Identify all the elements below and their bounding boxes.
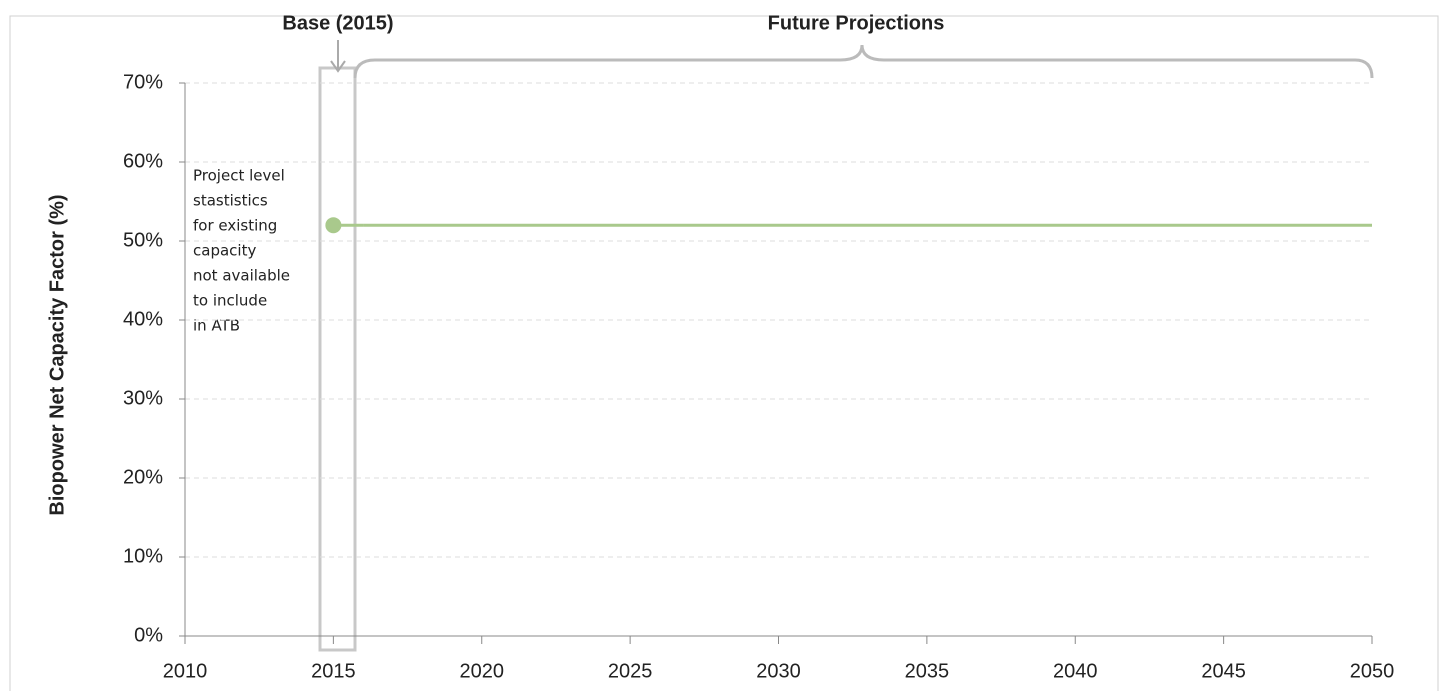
x-tick-label: 2035 — [905, 660, 950, 682]
note-line: for existing — [193, 217, 277, 235]
note-line: stastistics — [193, 192, 268, 210]
x-tick-label: 2020 — [460, 660, 505, 682]
y-tick-label: 20% — [123, 466, 163, 488]
x-tick-label: 2010 — [163, 660, 208, 682]
base-label: Base (2015) — [282, 12, 393, 34]
base-box — [318, 66, 357, 652]
note-line: Project level — [193, 167, 285, 185]
note-line: not available — [193, 267, 290, 285]
x-tick-label: 2040 — [1053, 660, 1098, 682]
x-tick-label: 2015 — [311, 660, 356, 682]
y-tick-label: 40% — [123, 308, 163, 330]
y-tick-label: 10% — [123, 545, 163, 567]
note-line: to include — [193, 292, 267, 310]
marker — [325, 217, 342, 234]
x-tick-label: 2050 — [1350, 660, 1395, 682]
base-arrow — [330, 40, 346, 73]
y-tick-label: 70% — [123, 71, 163, 93]
note: Project level stastistics for existing capa… — [193, 167, 290, 335]
y-tick-label: 50% — [123, 229, 163, 251]
y-tick-label: 60% — [123, 150, 163, 172]
y-tick-label: 0% — [134, 624, 163, 646]
y-axis-label: Biopower Net Capacity Factor (%) — [46, 194, 68, 515]
x-tick-label: 2045 — [1201, 660, 1246, 682]
frame — [9, 15, 1439, 691]
x-tick-label: 2025 — [608, 660, 653, 682]
future-label: Future Projections — [768, 12, 945, 34]
note-line: capacity — [193, 242, 256, 260]
note-line: in ATB — [193, 317, 240, 335]
x-tick-label: 2030 — [756, 660, 801, 682]
y-tick-label: 30% — [123, 387, 163, 409]
future-brace — [353, 44, 1374, 79]
